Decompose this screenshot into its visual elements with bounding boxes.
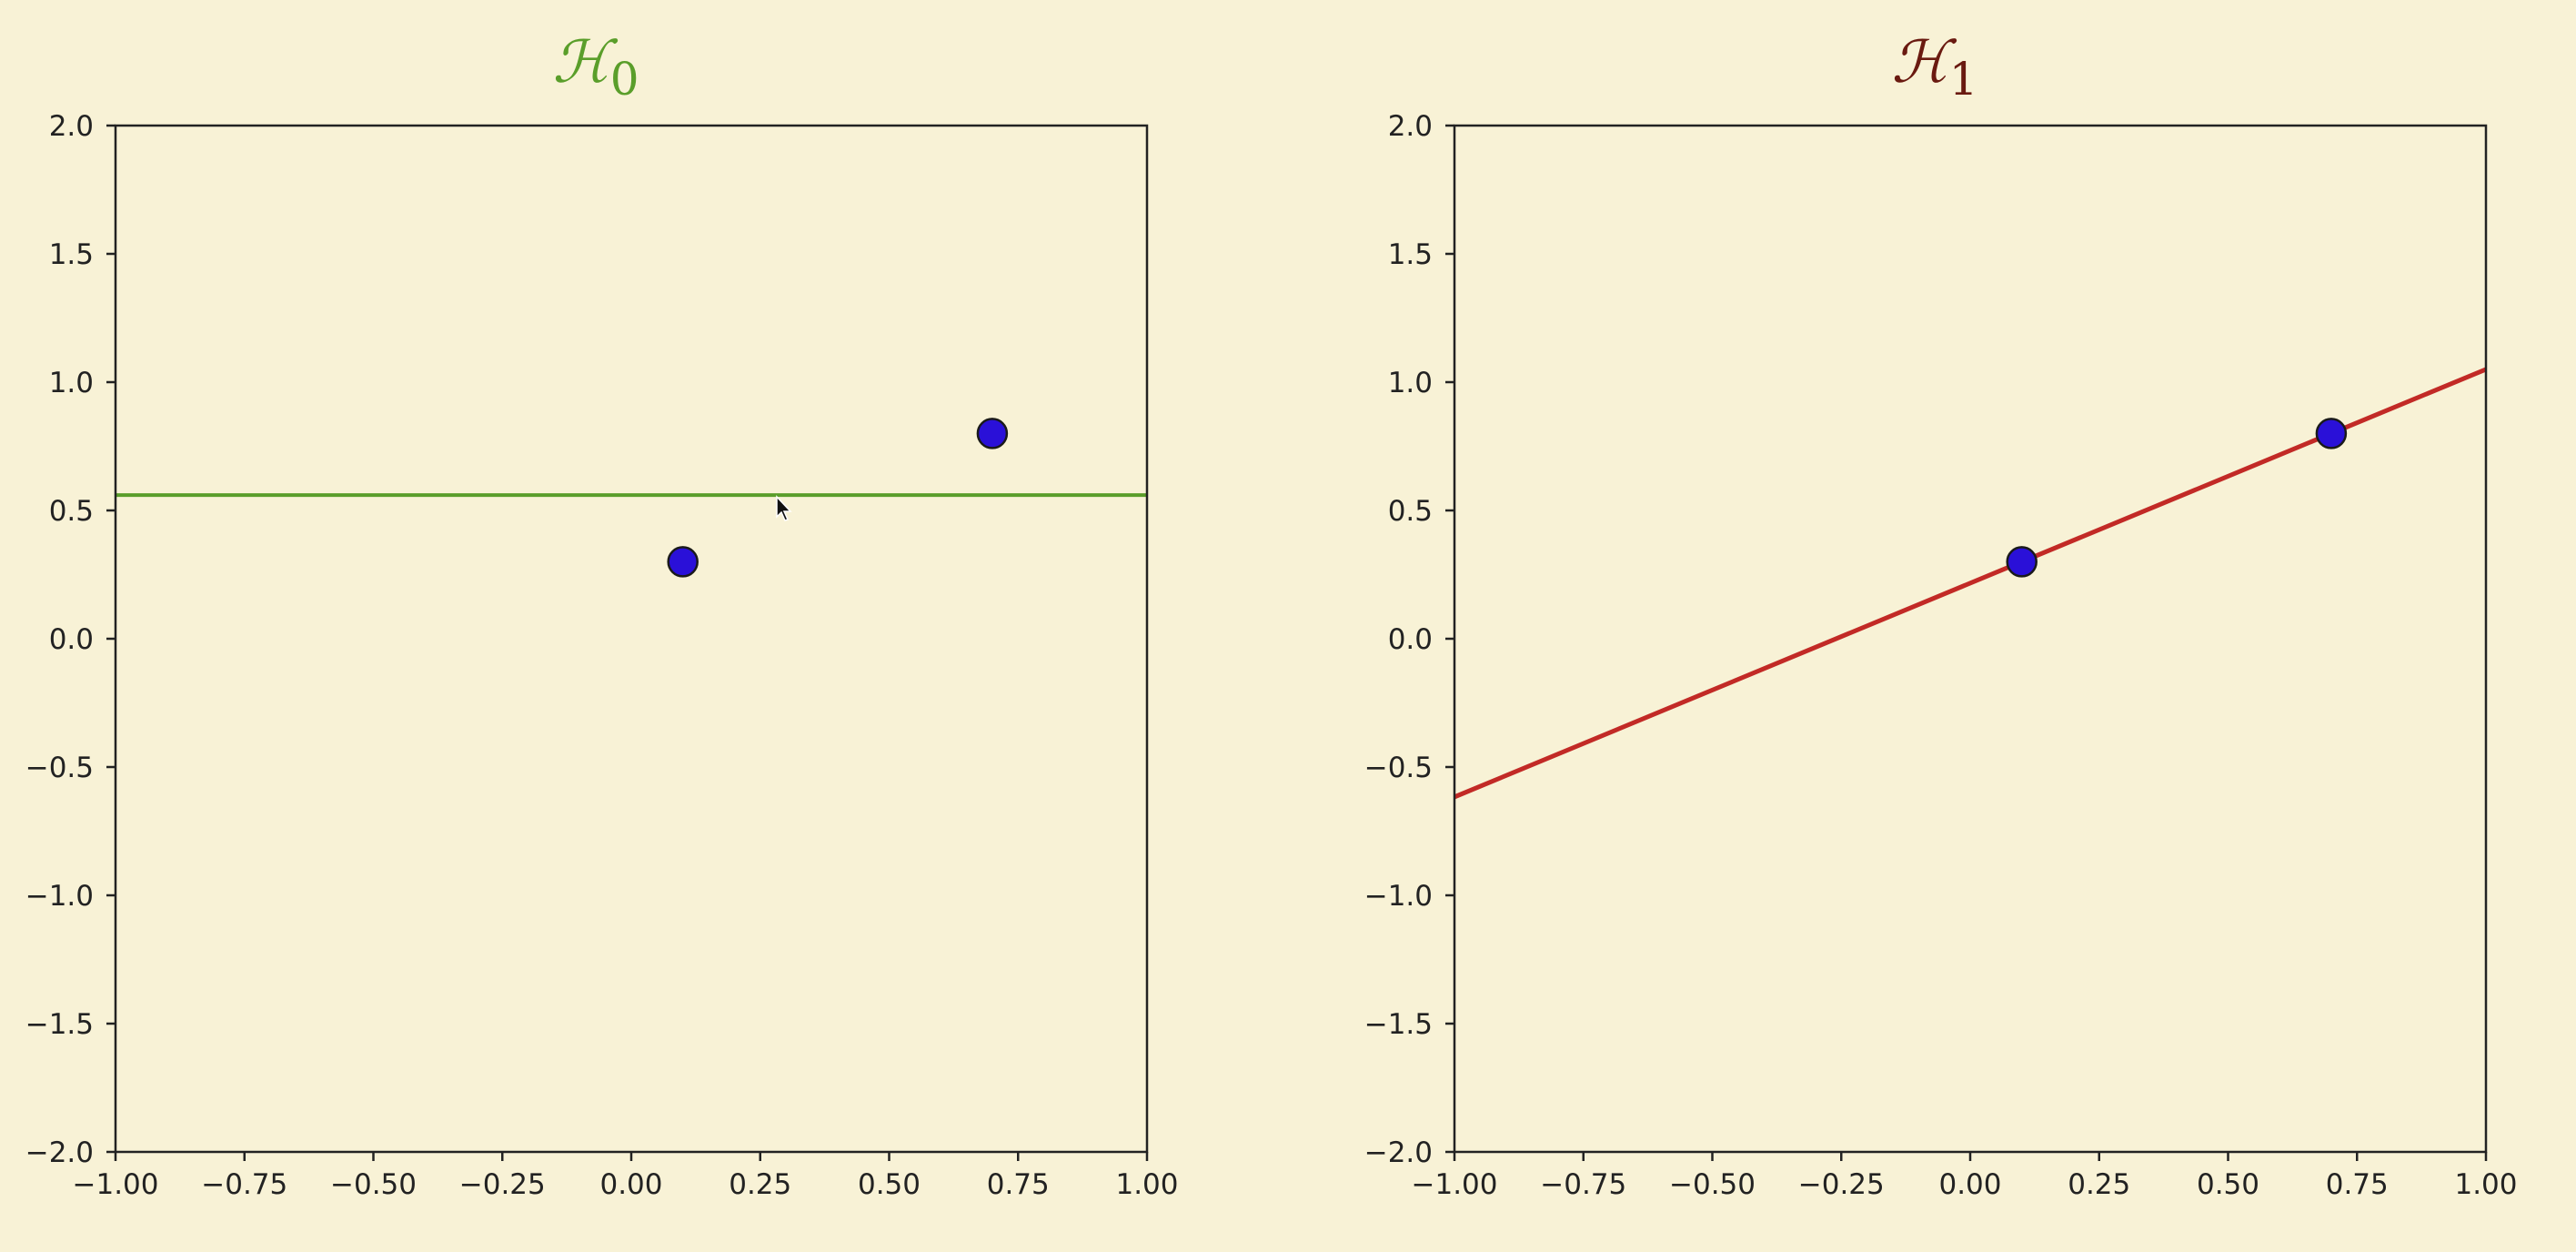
- chart-h1-ytick-label: 1.5: [1388, 238, 1433, 271]
- chart-h1-ytick-label: 0.0: [1388, 623, 1433, 656]
- chart-h1-title-sub: 1: [1949, 53, 1978, 106]
- chart-h0-point-0: [667, 546, 699, 578]
- chart-h1-xtick-label: 0.25: [2068, 1168, 2130, 1201]
- chart-h1-point-0: [2006, 546, 2038, 578]
- chart-h1-fit-line: [1454, 367, 2486, 800]
- chart-h0-ytick-label: 2.0: [49, 110, 94, 143]
- chart-h1-ytick-label: −1.0: [1364, 880, 1433, 913]
- chart-h1-title-main: ℋ: [1891, 29, 1957, 96]
- chart-h1-xtick-label: 0.50: [2197, 1168, 2259, 1201]
- chart-h1-ytick-label: −2.0: [1364, 1136, 1433, 1169]
- chart-h0-ytick-label: −1.0: [25, 880, 94, 913]
- chart-h0-xtick-label: 0.75: [987, 1168, 1050, 1201]
- chart-h1-ytick-label: 1.0: [1388, 367, 1433, 399]
- chart-h0-ytick-label: −0.5: [25, 752, 94, 784]
- chart-h1-point-1: [2315, 418, 2348, 449]
- chart-h1-xtick-label: −0.75: [1540, 1168, 1626, 1201]
- chart-h1-xtick-label: −1.00: [1412, 1168, 1498, 1201]
- chart-h1-plot-area: −1.00 −0.75 −0.50 −0.25 0.00 0.25 0.50 0.75 1.00…: [1364, 110, 2518, 1201]
- chart-h0-title-sub: 0: [610, 53, 639, 106]
- chart-h0-xtick-label: 0.25: [729, 1168, 791, 1201]
- chart-h0-title-main: ℋ: [552, 29, 618, 96]
- chart-h0-ytick-label: 0.0: [49, 623, 94, 656]
- chart-h0: ℋ0 −1.00 −0.75 −0.50 −0.25 0.00 0.25 0.50 0.75 1…: [25, 29, 1179, 1201]
- chart-h0-ytick-label: −1.5: [25, 1008, 94, 1041]
- chart-h1-ytick-label: −1.5: [1364, 1008, 1433, 1041]
- chart-h0-xtick-label: −0.25: [459, 1168, 546, 1201]
- chart-h0-point-1: [976, 418, 1009, 449]
- mouse-pointer-icon: [776, 495, 792, 521]
- chart-h1-xtick-label: −0.50: [1669, 1168, 1756, 1201]
- chart-h0-xtick-label: 0.50: [858, 1168, 921, 1201]
- chart-h0-ytick-label: 0.5: [49, 495, 94, 528]
- chart-h1-ytick-label: 2.0: [1388, 110, 1433, 143]
- chart-h0-xtick-label: 0.00: [599, 1168, 662, 1201]
- chart-h0-title: ℋ0: [552, 29, 639, 106]
- chart-h0-axes-frame: [114, 124, 1149, 1154]
- chart-h0-xtick-label: 1.00: [1115, 1168, 1178, 1201]
- chart-h0-plot-area: −1.00 −0.75 −0.50 −0.25 0.00 0.25 0.50 0.75 1.00…: [25, 110, 1179, 1201]
- chart-h0-xtick-label: −0.75: [201, 1168, 287, 1201]
- chart-h1-axes-frame: [1453, 124, 2488, 1154]
- chart-h0-ytick-label: 1.0: [49, 367, 94, 399]
- chart-h0-xtick-label: −0.50: [330, 1168, 417, 1201]
- chart-h0-ytick-label: 1.5: [49, 238, 94, 271]
- chart-h1-xtick-label: 1.00: [2454, 1168, 2517, 1201]
- chart-h0-xtick-label: −1.00: [73, 1168, 159, 1201]
- chart-h0-ytick-label: −2.0: [25, 1136, 94, 1169]
- chart-h1-ytick-label: 0.5: [1388, 495, 1433, 528]
- chart-h1-title: ℋ1: [1891, 29, 1977, 106]
- chart-h1: ℋ1 −1.00 −0.75 −0.50 −0.25 0.00 0.25 0.50 0.75 1…: [1364, 29, 2518, 1201]
- chart-h1-xtick-label: −0.25: [1798, 1168, 1885, 1201]
- chart-h1-xtick-label: 0.00: [1938, 1168, 2001, 1201]
- chart-h1-xtick-label: 0.75: [2326, 1168, 2389, 1201]
- chart-h1-ytick-label: −0.5: [1364, 752, 1433, 784]
